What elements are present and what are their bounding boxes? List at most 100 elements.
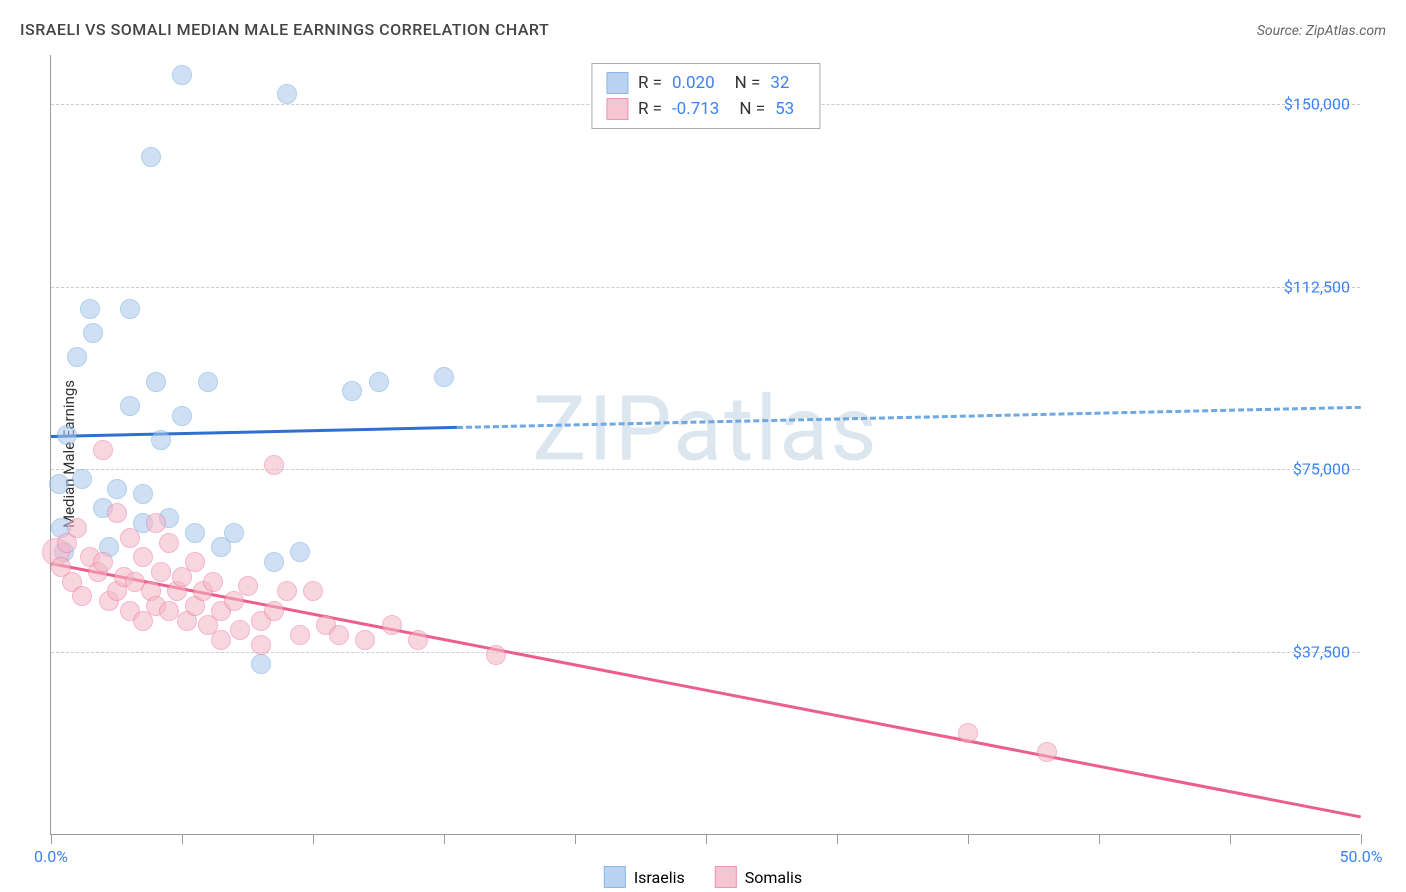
data-point: [141, 147, 161, 167]
data-point: [185, 552, 205, 572]
data-point: [251, 654, 271, 674]
series-legend: Israelis Somalis: [604, 866, 802, 888]
trend-line: [457, 406, 1361, 429]
trend-line: [51, 426, 457, 438]
legend-item: Israelis: [604, 866, 685, 888]
legend-swatch: [715, 866, 737, 888]
data-point: [107, 479, 127, 499]
data-point: [329, 625, 349, 645]
data-point: [264, 455, 284, 475]
data-point: [185, 523, 205, 543]
data-point: [159, 533, 179, 553]
data-point: [120, 528, 140, 548]
legend-swatch: [604, 866, 626, 888]
data-point: [120, 299, 140, 319]
gridline: [51, 652, 1360, 653]
data-point: [434, 367, 454, 387]
data-point: [230, 620, 250, 640]
data-point: [72, 469, 92, 489]
data-point: [120, 396, 140, 416]
r-label: R =: [638, 99, 662, 119]
data-point: [151, 430, 171, 450]
n-label: N =: [739, 99, 765, 119]
n-value: 53: [775, 99, 805, 119]
data-point: [277, 581, 297, 601]
y-axis-label: Median Male Earnings: [60, 379, 78, 527]
data-point: [146, 372, 166, 392]
x-tick: [837, 834, 838, 844]
data-point: [224, 523, 244, 543]
data-point: [303, 581, 323, 601]
chart-title: ISRAELI VS SOMALI MEDIAN MALE EARNINGS C…: [20, 20, 549, 39]
legend-label: Israelis: [634, 868, 685, 887]
data-point: [146, 513, 166, 533]
x-tick: [706, 834, 707, 844]
scatter-chart: Median Male Earnings ZIPatlas $37,500 $75…: [50, 55, 1360, 835]
data-point: [133, 547, 153, 567]
data-point: [290, 625, 310, 645]
x-tick: [51, 834, 52, 844]
watermark: ZIPatlas: [532, 376, 878, 481]
x-tick: [1361, 834, 1362, 844]
data-point: [172, 406, 192, 426]
series-swatch: [606, 98, 628, 120]
data-point: [369, 372, 389, 392]
stats-row: R = -0.713 N = 53: [606, 96, 805, 122]
data-point: [107, 503, 127, 523]
data-point: [382, 615, 402, 635]
data-point: [958, 723, 978, 743]
data-point: [93, 440, 113, 460]
x-tick-label: 50.0%: [1340, 847, 1383, 866]
data-point: [264, 552, 284, 572]
x-tick: [182, 834, 183, 844]
trend-line: [51, 562, 1362, 818]
data-point: [408, 630, 428, 650]
x-tick: [575, 834, 576, 844]
r-value: 0.020: [672, 73, 715, 93]
data-point: [159, 601, 179, 621]
data-point: [172, 65, 192, 85]
data-point: [198, 372, 218, 392]
data-point: [211, 630, 231, 650]
x-tick: [444, 834, 445, 844]
data-point: [290, 542, 310, 562]
gridline: [51, 469, 1360, 470]
data-point: [277, 84, 297, 104]
data-point: [238, 576, 258, 596]
data-point: [133, 484, 153, 504]
n-value: 32: [770, 73, 800, 93]
data-point: [251, 635, 271, 655]
y-tick-label: $112,500: [1284, 277, 1350, 296]
data-point: [264, 601, 284, 621]
data-point: [93, 552, 113, 572]
data-point: [67, 347, 87, 367]
data-point: [355, 630, 375, 650]
data-point: [203, 572, 223, 592]
r-label: R =: [638, 73, 662, 93]
x-tick: [1099, 834, 1100, 844]
x-tick-label: 0.0%: [34, 847, 68, 866]
data-point: [67, 518, 87, 538]
x-tick: [968, 834, 969, 844]
correlation-stats-box: R =0.020N =32R =-0.713N =53: [591, 63, 820, 129]
legend-item: Somalis: [715, 866, 802, 888]
x-tick: [1230, 834, 1231, 844]
x-tick: [313, 834, 314, 844]
data-point: [49, 474, 69, 494]
y-tick-label: $37,500: [1293, 643, 1350, 662]
source-attribution: Source: ZipAtlas.com: [1257, 23, 1386, 39]
data-point: [80, 299, 100, 319]
data-point: [72, 586, 92, 606]
data-point: [1037, 742, 1057, 762]
data-point: [486, 645, 506, 665]
legend-label: Somalis: [745, 868, 802, 887]
y-tick-label: $75,000: [1293, 460, 1350, 479]
gridline: [51, 287, 1360, 288]
r-value: -0.713: [672, 99, 719, 119]
y-tick-label: $150,000: [1284, 94, 1350, 113]
data-point: [83, 323, 103, 343]
data-point: [57, 425, 77, 445]
data-point: [151, 562, 171, 582]
series-swatch: [606, 72, 628, 94]
n-label: N =: [735, 73, 761, 93]
